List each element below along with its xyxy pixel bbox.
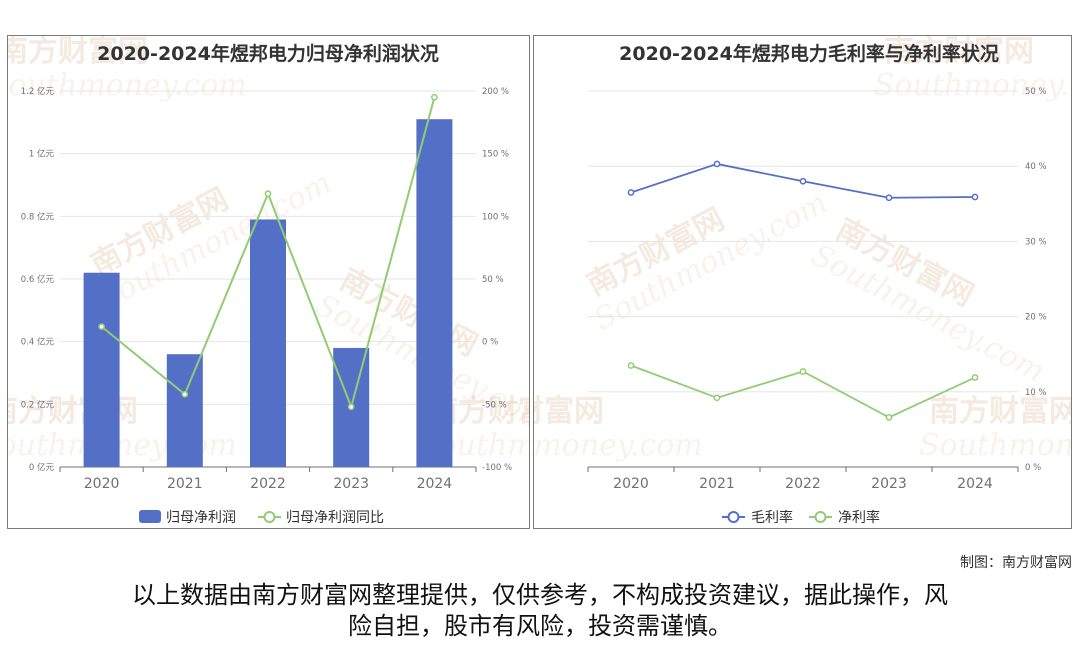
line-point-gross-margin xyxy=(627,189,635,196)
right-chart-panel: 南方财富网Southmoney.com南方财富网Southmoney.com南方… xyxy=(533,35,1072,529)
line-point-net-margin xyxy=(713,394,721,402)
y-left-tick-label: 0.4 亿元 xyxy=(21,337,55,348)
line-point-yoy xyxy=(181,390,189,398)
y-right-tick-label: 50 % xyxy=(1025,87,1047,97)
line-point-gross-margin xyxy=(885,194,893,202)
watermark-text: Southmoney.com xyxy=(874,68,1071,103)
x-tick-label: 2021 xyxy=(699,476,735,492)
y-left-tick-label: 1 亿元 xyxy=(29,149,55,160)
watermark-text: 南方财富网 xyxy=(8,36,148,69)
line-point-gross-margin xyxy=(713,160,721,168)
legend-swatch-marker xyxy=(814,511,827,523)
legend-label: 归母净利润同比 xyxy=(286,509,384,526)
bar-net-profit xyxy=(83,272,120,467)
watermark-text: 南方财富网 xyxy=(929,394,1071,429)
y-right-tick-label: 0 % xyxy=(482,338,498,348)
y-left-tick-label: 0.2 亿元 xyxy=(21,399,55,410)
disclaimer-line-2: 险自担，股市有风险，投资需谨慎。 xyxy=(348,612,732,640)
legend-label: 净利率 xyxy=(838,509,880,526)
line-point-yoy xyxy=(347,403,355,411)
y-left-tick-label: 0.6 亿元 xyxy=(21,274,55,285)
y-right-tick-label: 10 % xyxy=(1025,388,1047,398)
line-point-net-margin xyxy=(885,414,893,421)
y-right-tick-label: 40 % xyxy=(1025,162,1047,172)
watermark-text: Southmoney.com xyxy=(919,428,1071,463)
watermark-text: 南方财富网 xyxy=(884,36,1034,69)
bar-net-profit xyxy=(416,119,453,467)
watermark-text: Southmoney.com xyxy=(534,428,703,463)
x-tick-label: 2022 xyxy=(250,476,286,492)
y-right-tick-label: 100 % xyxy=(482,212,509,222)
y-right-tick-label: -100 % xyxy=(482,463,512,473)
disclaimer-line-1: 以上数据由南方财富网整理提供，仅供参考，不构成投资建议，据此操作，风 xyxy=(132,581,948,609)
x-tick-label: 2022 xyxy=(785,476,821,492)
y-right-tick-label: 50 % xyxy=(482,275,504,285)
y-right-tick-label: -50 % xyxy=(482,400,507,410)
y-right-tick-label: 30 % xyxy=(1025,237,1047,247)
y-left-tick-label: 1.2 亿元 xyxy=(21,86,55,97)
legend-label: 毛利率 xyxy=(751,509,793,526)
legend-swatch-bar xyxy=(139,510,161,523)
bar-net-profit xyxy=(166,354,203,467)
y-right-tick-label: 200 % xyxy=(482,87,509,97)
watermark-text: Southmoney.com xyxy=(8,68,247,103)
x-tick-label: 2021 xyxy=(167,476,203,492)
line-point-net-margin xyxy=(627,362,635,369)
disclaimer: 以上数据由南方财富网整理提供，仅供参考，不构成投资建议，据此操作，风 险自担，股… xyxy=(0,580,1080,642)
x-tick-label: 2023 xyxy=(333,476,369,492)
chart-credit: 制图：南方财富网 xyxy=(960,555,1072,571)
legend-swatch-marker xyxy=(727,511,740,523)
legend-label: 归母净利润 xyxy=(166,509,236,526)
y-right-tick-label: 150 % xyxy=(482,150,509,160)
line-point-yoy xyxy=(431,93,438,101)
left-chart-panel: 南方财富网 Southmoney.com 南方财富网 Southmoney.com 南方… xyxy=(7,35,530,529)
margin-chart: 南方财富网Southmoney.com南方财富网Southmoney.com南方… xyxy=(534,36,1071,526)
x-tick-label: 2020 xyxy=(613,476,649,492)
line-point-yoy xyxy=(98,323,105,330)
chart-title: 2020-2024年煜邦电力毛利率与净利率状况 xyxy=(619,42,999,65)
net-profit-chart: 南方财富网Southmoney.com南方财富网Southmoney.com南方… xyxy=(8,36,529,526)
y-left-tick-label: 0 亿元 xyxy=(29,462,55,473)
y-left-tick-label: 0.8 亿元 xyxy=(21,211,55,222)
y-right-tick-label: 20 % xyxy=(1025,313,1047,323)
watermark-text: 南方财富网 xyxy=(534,394,604,429)
x-tick-label: 2020 xyxy=(84,476,120,492)
line-point-net-margin xyxy=(971,374,979,381)
y-right-tick-label: 0 % xyxy=(1025,463,1041,473)
chart-title: 2020-2024年煜邦电力归母净利润状况 xyxy=(97,42,439,65)
legend-swatch-marker xyxy=(263,511,276,523)
line-point-gross-margin xyxy=(971,193,979,201)
bar-net-profit xyxy=(250,219,286,467)
line-point-net-margin xyxy=(799,368,807,375)
line-point-yoy xyxy=(264,190,272,198)
line-point-gross-margin xyxy=(799,177,807,185)
x-tick-label: 2024 xyxy=(957,476,993,492)
x-tick-label: 2023 xyxy=(871,476,907,492)
x-tick-label: 2024 xyxy=(417,476,453,492)
